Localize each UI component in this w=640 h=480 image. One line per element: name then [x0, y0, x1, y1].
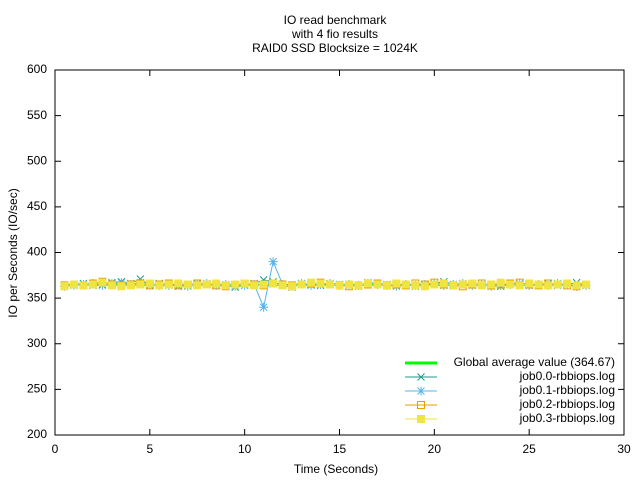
data-point — [392, 279, 401, 288]
legend-marker — [416, 386, 426, 396]
chart-title: with 4 fio results — [291, 27, 378, 41]
y-tick-label: 500 — [27, 153, 47, 167]
legend-label: Global average value (364.67) — [454, 355, 615, 369]
legend-marker — [417, 401, 425, 409]
y-axis-label: IO per Seconds (IO/sec) — [6, 188, 20, 317]
data-point — [373, 280, 382, 289]
data-point — [174, 279, 183, 288]
data-point — [430, 280, 439, 289]
data-point — [458, 280, 467, 289]
data-point — [126, 281, 135, 290]
data-point — [79, 281, 88, 290]
data-point — [297, 280, 306, 289]
data-point — [563, 279, 572, 288]
data-point — [250, 281, 259, 290]
data-point — [117, 282, 126, 291]
x-tick-label: 30 — [617, 442, 631, 456]
y-tick-label: 550 — [27, 108, 47, 122]
data-point — [354, 281, 363, 290]
y-tick-label: 250 — [27, 382, 47, 396]
y-tick-label: 350 — [27, 290, 47, 304]
data-point — [60, 282, 69, 291]
data-point — [506, 280, 515, 289]
legend-label: job0.1-rbbiops.log — [519, 383, 615, 397]
y-tick-label: 200 — [27, 427, 47, 441]
x-tick-label: 5 — [146, 442, 153, 456]
data-point — [468, 279, 477, 288]
data-point — [202, 280, 211, 289]
data-point — [136, 280, 145, 289]
x-axis-label: Time (Seconds) — [294, 462, 378, 476]
legend-marker — [417, 373, 425, 381]
chart-title: RAID0 SSD Blocksize = 1024K — [252, 41, 418, 55]
data-point — [553, 280, 562, 289]
legend-label: job0.0-rbbiops.log — [519, 369, 615, 383]
data-point — [382, 281, 391, 290]
data-point — [155, 281, 164, 290]
y-tick-label: 400 — [27, 245, 47, 259]
data-point — [439, 279, 448, 288]
data-point — [231, 280, 240, 289]
data-point — [316, 279, 325, 288]
data-point — [525, 279, 534, 288]
data-point — [544, 281, 553, 290]
data-point — [88, 280, 97, 289]
legend-marker — [417, 415, 425, 423]
data-point — [98, 278, 107, 287]
data-point — [534, 280, 543, 289]
chart-title: IO read benchmark — [284, 13, 388, 27]
legend-label: job0.2-rbbiops.log — [519, 397, 615, 411]
data-point — [572, 281, 581, 290]
data-point — [449, 281, 458, 290]
y-tick-label: 450 — [27, 199, 47, 213]
data-point — [69, 280, 78, 289]
data-point — [477, 281, 486, 290]
x-tick-label: 25 — [522, 442, 536, 456]
data-point — [496, 278, 505, 287]
data-point — [307, 278, 316, 287]
legend-label: job0.3-rbbiops.log — [519, 411, 615, 425]
data-point — [401, 280, 410, 289]
data-point — [582, 280, 591, 289]
data-point — [259, 302, 269, 312]
data-point — [145, 279, 154, 288]
data-point — [259, 280, 268, 289]
data-point — [221, 281, 230, 290]
data-point — [269, 279, 278, 288]
data-point — [278, 281, 287, 290]
x-tick-label: 20 — [428, 442, 442, 456]
data-point — [326, 280, 335, 289]
data-point — [164, 280, 173, 289]
y-tick-label: 600 — [27, 62, 47, 76]
data-point — [335, 281, 344, 290]
data-point — [363, 279, 372, 288]
x-tick-label: 15 — [333, 442, 347, 456]
x-tick-label: 0 — [52, 442, 59, 456]
data-point — [240, 279, 249, 288]
data-point — [487, 280, 496, 289]
data-point — [193, 281, 202, 290]
data-point — [344, 280, 353, 289]
data-point — [288, 282, 297, 291]
data-point — [183, 280, 192, 289]
data-point — [268, 257, 278, 267]
data-point — [212, 279, 221, 288]
data-point — [515, 281, 524, 290]
data-point — [420, 282, 429, 291]
x-tick-label: 10 — [238, 442, 252, 456]
data-point — [107, 281, 116, 290]
y-tick-label: 300 — [27, 336, 47, 350]
data-point — [411, 281, 420, 290]
